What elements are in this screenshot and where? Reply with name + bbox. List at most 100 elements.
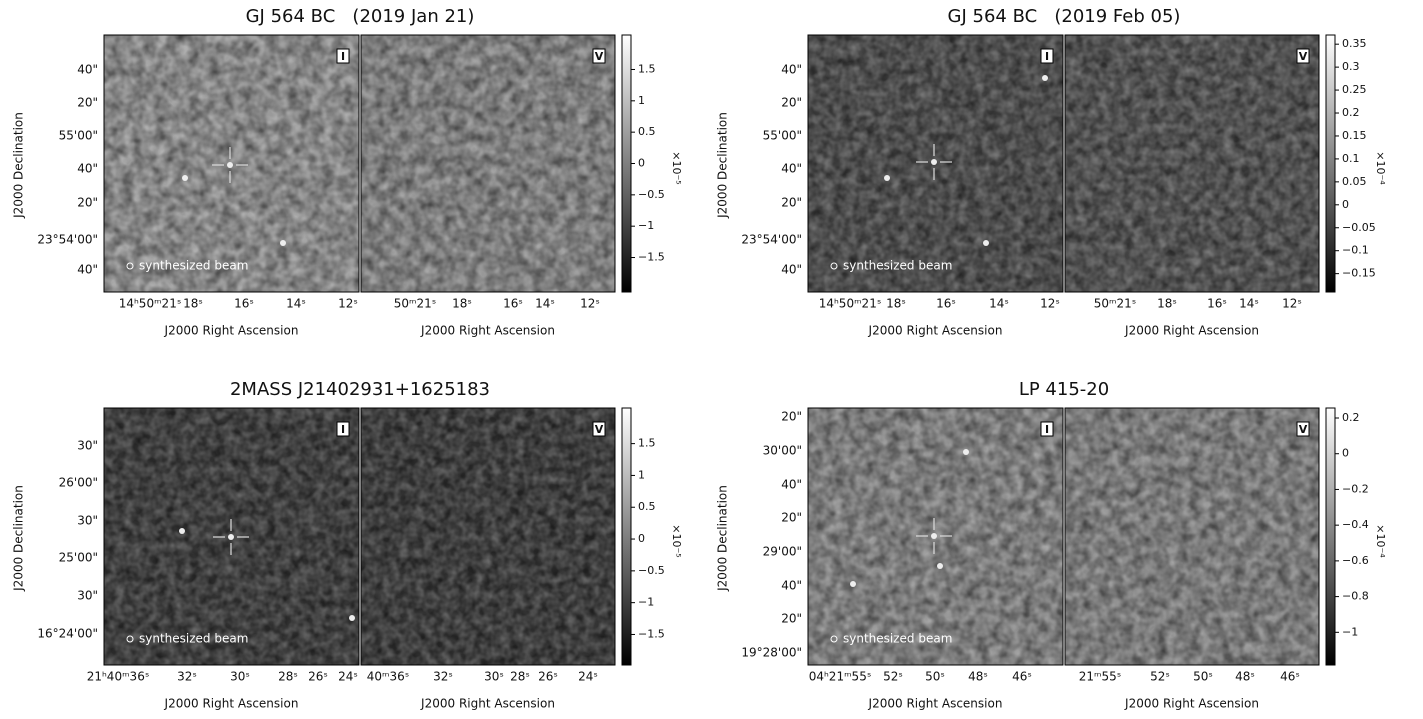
source (280, 240, 286, 246)
image-frame (103, 34, 360, 293)
colorbar-unit: ×10⁻⁵ (670, 151, 683, 184)
ra-tick-label: 14ʰ50ᵐ21ˢ (119, 297, 182, 311)
ra-tick-label: 18ˢ (183, 297, 203, 311)
beam-ellipse (830, 635, 838, 643)
ra-tick-label: 32ˢ (433, 670, 453, 684)
dec-tick-label: 20" (781, 196, 802, 210)
colorbar-tick-label: −0.6 (1342, 554, 1369, 567)
dec-tick-label: 20" (781, 410, 802, 424)
stokes-label: V (595, 423, 604, 436)
ra-tick-label: 18ˢ (886, 297, 906, 311)
colorbar-tick-label: 0.1 (1342, 152, 1360, 165)
ra-axis-label: J2000 Right Ascension (1124, 697, 1259, 711)
beam-label: synthesized beam (139, 632, 248, 646)
colorbar-tick-label: 0 (1342, 198, 1349, 211)
stokes-label: V (595, 50, 604, 63)
beam-label: synthesized beam (843, 632, 952, 646)
colorbar-unit: ×10⁻⁴ (1374, 524, 1387, 558)
image-frame (103, 407, 360, 666)
ra-tick-label: 12ˢ (338, 297, 358, 311)
ra-tick-label: 28ˢ (510, 670, 530, 684)
dec-tick-label: 26'00" (59, 476, 98, 490)
colorbar-tick-label: −0.15 (1342, 267, 1376, 280)
colorbar (621, 34, 632, 293)
ra-tick-label: 52ˢ (1150, 670, 1170, 684)
dec-axis-label: J2000 Declination (12, 485, 26, 592)
ra-tick-label: 14ˢ (535, 297, 555, 311)
dec-tick-label: 40" (781, 162, 802, 176)
dec-tick-label: 20" (781, 612, 802, 626)
ra-tick-label: 24ˢ (578, 670, 598, 684)
dec-axis-label: J2000 Declination (716, 112, 730, 219)
colorbar-tick-label: 0 (1342, 447, 1349, 460)
colorbar-tick-label: −1 (638, 596, 654, 609)
colorbar-tick-label: −0.1 (1342, 244, 1369, 257)
ra-tick-label: 04ʰ21ᵐ55ˢ (809, 670, 872, 684)
stokes-box (1040, 48, 1054, 64)
source (931, 533, 937, 539)
dec-tick-label: 40" (781, 579, 802, 593)
colorbar-tick-label: 0.2 (1342, 411, 1360, 424)
colorbar-tick-label: −0.4 (1342, 518, 1369, 531)
colorbar-tick-label: −0.2 (1342, 482, 1369, 495)
colorbar-tick-label: 0.25 (1342, 83, 1367, 96)
colorbar-tick-label: 0.2 (1342, 106, 1360, 119)
ra-tick-label: 32ˢ (177, 670, 197, 684)
dec-tick-label: 19°28'00" (741, 646, 802, 660)
dec-tick-label: 40" (77, 162, 98, 176)
ra-tick-label: 50ᵐ21ˢ (1094, 297, 1137, 311)
ra-tick-label: 28ˢ (278, 670, 298, 684)
colorbar-unit: ×10⁻⁴ (1374, 151, 1387, 185)
ra-tick-label: 48ˢ (1235, 670, 1255, 684)
ra-tick-label: 14ˢ (989, 297, 1009, 311)
dec-tick-label: 40" (781, 478, 802, 492)
dec-tick-label: 40" (781, 263, 802, 277)
colorbar-tick-label: 0.05 (1342, 175, 1367, 188)
ra-tick-label: 18ˢ (452, 297, 472, 311)
stokes-box (592, 48, 606, 64)
dec-tick-label: 23°54'00" (37, 233, 98, 247)
ra-tick-label: 30ˢ (230, 670, 250, 684)
ra-tick-label: 16ˢ (936, 297, 956, 311)
dec-tick-label: 30" (77, 439, 98, 453)
dec-tick-label: 40" (781, 63, 802, 77)
ra-axis-label: J2000 Right Ascension (1124, 324, 1259, 338)
image-frame (1064, 407, 1320, 666)
stokes-label: V (1299, 423, 1308, 436)
ra-tick-label: 14ˢ (286, 297, 306, 311)
colorbar-tick-label: −0.5 (638, 564, 665, 577)
source (937, 563, 943, 569)
stokes-box (336, 48, 350, 64)
colorbar-tick-label: 0 (638, 157, 645, 170)
ra-axis-label: J2000 Right Ascension (868, 324, 1003, 338)
ra-tick-label: 46ˢ (1012, 670, 1032, 684)
ra-axis-label: J2000 Right Ascension (164, 324, 299, 338)
ra-tick-label: 26ˢ (538, 670, 558, 684)
dec-tick-label: 20" (77, 196, 98, 210)
dec-tick-label: 25'00" (59, 551, 98, 565)
beam-label: synthesized beam (843, 259, 952, 273)
ra-tick-label: 21ᵐ55ˢ (1079, 670, 1122, 684)
ra-tick-label: 26ˢ (308, 670, 328, 684)
colorbar-tick-label: 1.5 (638, 62, 656, 75)
dec-tick-label: 30'00" (763, 444, 802, 458)
image-frame (807, 34, 1064, 293)
ra-tick-label: 18ˢ (1157, 297, 1177, 311)
colorbar-tick-label: −0.8 (1342, 590, 1369, 603)
ra-tick-label: 46ˢ (1280, 670, 1300, 684)
dec-tick-label: 30" (77, 514, 98, 528)
colorbar-tick-label: 0.15 (1342, 129, 1367, 142)
ra-tick-label: 30ˢ (484, 670, 504, 684)
source (179, 528, 185, 534)
dec-axis-label: J2000 Declination (12, 112, 26, 219)
source (349, 615, 355, 621)
source (983, 240, 989, 246)
panel-title: 2MASS J21402931+1625183 (230, 379, 490, 400)
image-frame (1064, 34, 1320, 293)
stokes-box (336, 421, 350, 437)
ra-tick-label: 21ʰ40ᵐ36ˢ (87, 670, 150, 684)
dec-tick-label: 23°54'00" (741, 233, 802, 247)
image-noise (1065, 35, 1319, 292)
colorbar-tick-label: 1 (638, 468, 645, 481)
